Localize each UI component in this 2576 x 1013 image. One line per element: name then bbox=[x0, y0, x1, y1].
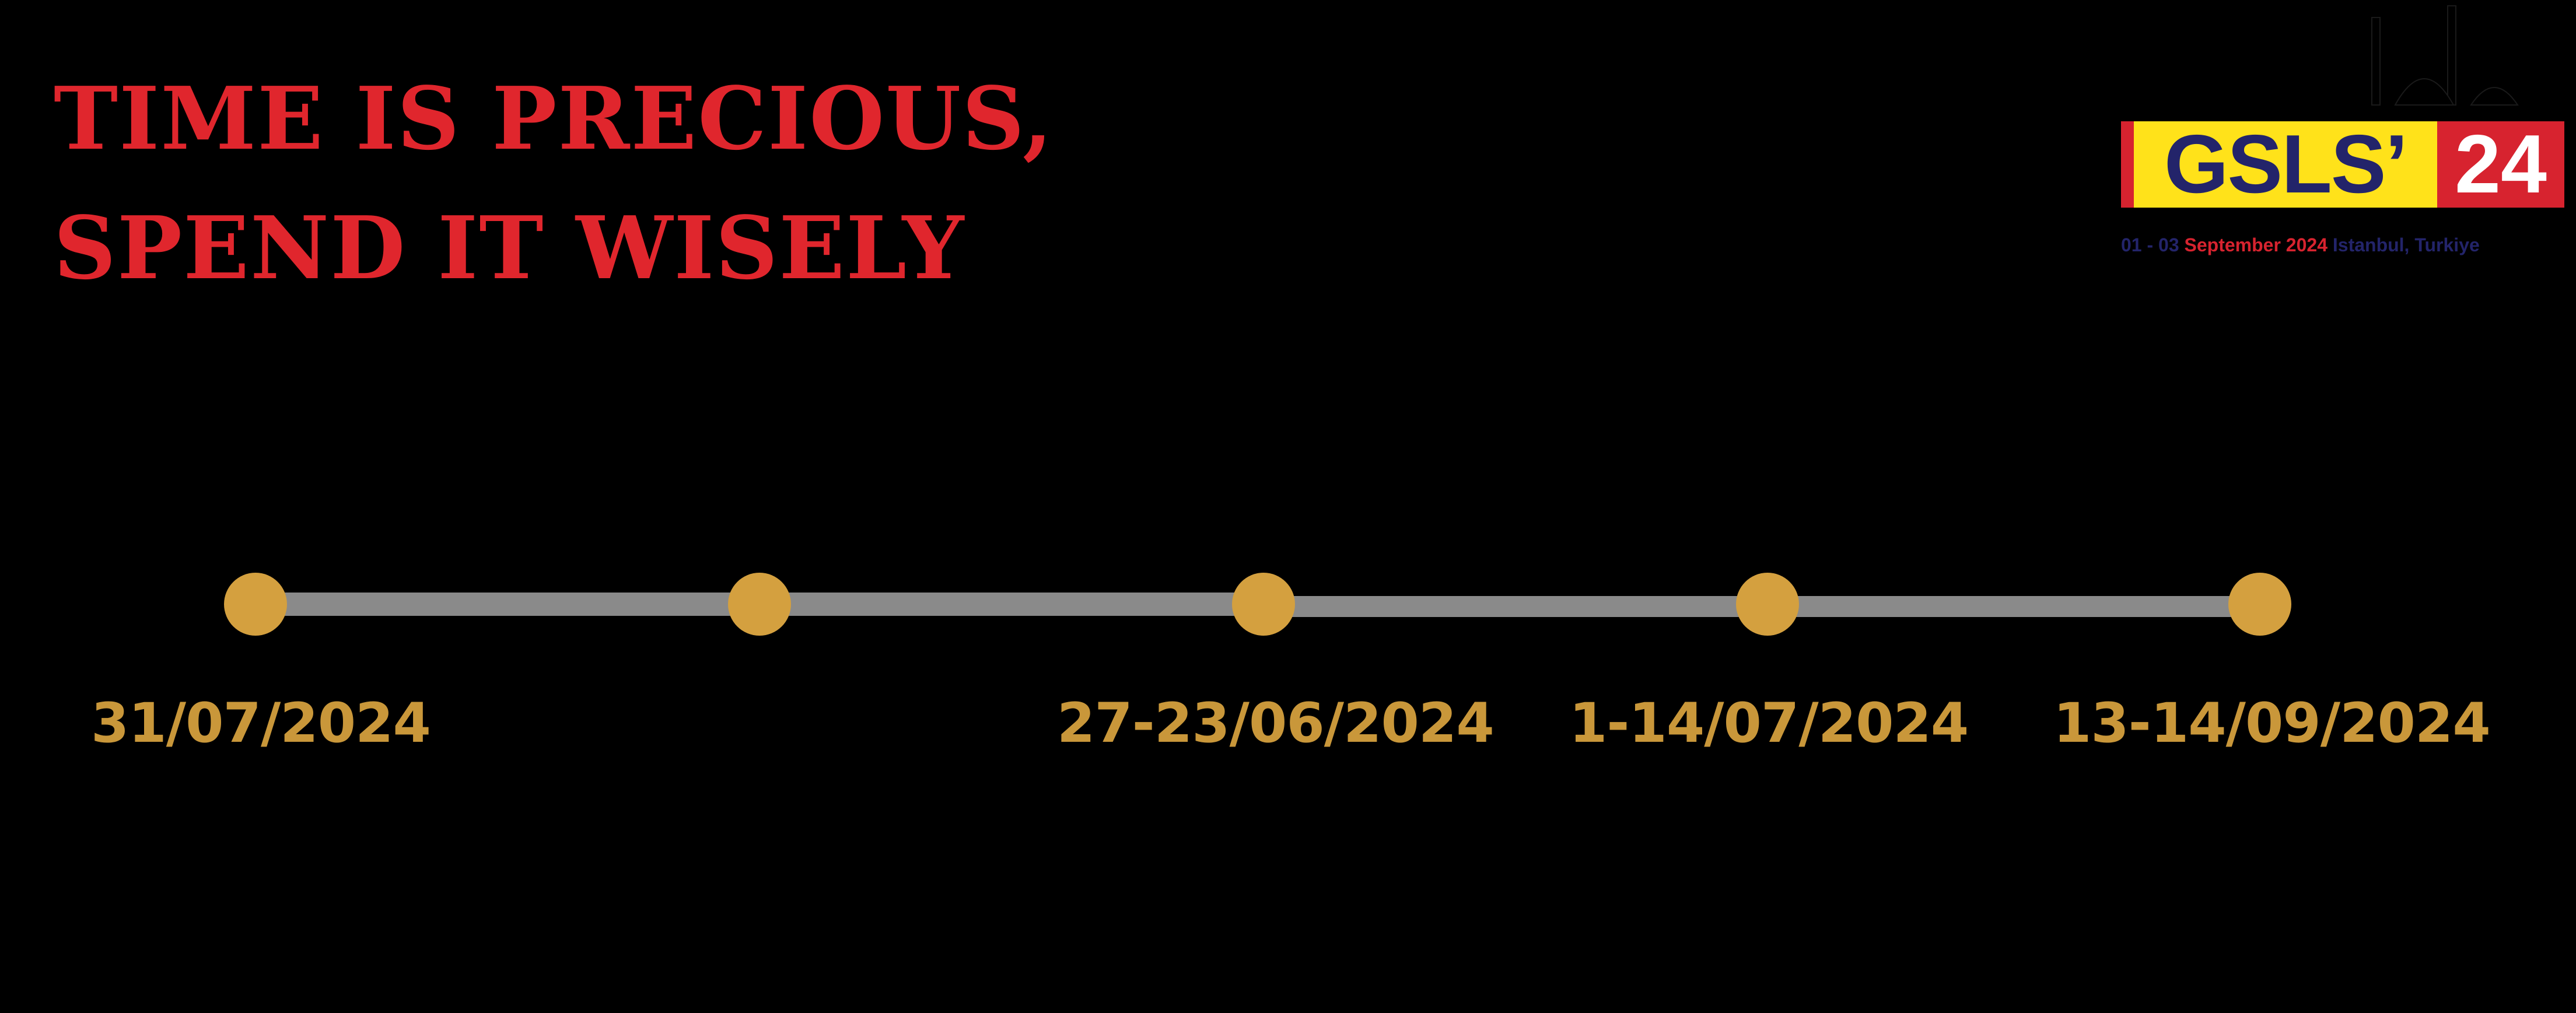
logo-location: Istanbul, Turkiye bbox=[2332, 234, 2480, 255]
headline-line-1: TIME IS PRECIOUS, bbox=[54, 68, 1054, 169]
timeline-dot-4 bbox=[1736, 573, 1799, 636]
logo-band-red-left bbox=[2121, 121, 2134, 208]
logo-brand-right: 24 bbox=[2437, 118, 2564, 211]
headline: TIME IS PRECIOUS, SPEND IT WISELY bbox=[54, 54, 1054, 313]
timeline-dot-5 bbox=[2228, 573, 2291, 636]
logo-dates-month: September 2024 bbox=[2184, 234, 2328, 255]
logo-dates: 01 - 03 September 2024 Istanbul, Turkiye bbox=[2121, 234, 2480, 256]
timeline-track-3 bbox=[1264, 596, 1768, 617]
timeline-dot-3 bbox=[1232, 573, 1295, 636]
timeline-dot-2 bbox=[728, 573, 791, 636]
timeline-track-1 bbox=[256, 593, 760, 616]
logo-band: GSLS’ 24 bbox=[2121, 118, 2564, 211]
timeline-label-5: 13-14/09/2024 bbox=[2053, 692, 2491, 755]
timeline-track-4 bbox=[1768, 596, 2260, 617]
timeline-label-1: 31/07/2024 bbox=[91, 692, 431, 755]
logo-dates-prefix: 01 - 03 bbox=[2121, 234, 2179, 255]
gsls-logo: GSLS’ 24 01 - 03 September 2024 Istanbul… bbox=[2121, 0, 2564, 262]
headline-line-2: SPEND IT WISELY bbox=[54, 197, 965, 299]
logo-brand-left: GSLS’ bbox=[2134, 118, 2437, 211]
timeline-label-3: 27-23/06/2024 bbox=[1057, 692, 1494, 755]
mosque-skyline-icon bbox=[2371, 5, 2519, 106]
timeline-label-4: 1-14/07/2024 bbox=[1569, 692, 1969, 755]
timeline-dot-1 bbox=[224, 573, 287, 636]
timeline-track-2 bbox=[760, 593, 1264, 616]
